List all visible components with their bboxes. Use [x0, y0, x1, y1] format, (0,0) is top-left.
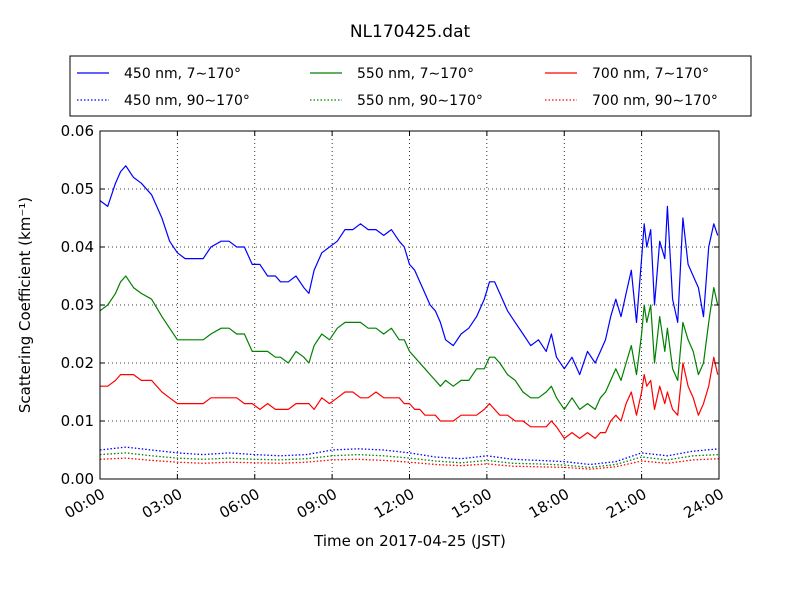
- legend-label: 700 nm, 90∼170°: [592, 93, 718, 109]
- series-group: [99, 165, 720, 470]
- y-tick-label: 0.05: [61, 180, 94, 198]
- x-tick-label: 21:00: [603, 485, 649, 522]
- x-tick-label: 24:00: [681, 485, 727, 522]
- legend-label: 450 nm, 7∼170°: [124, 66, 241, 82]
- x-tick-label: 09:00: [294, 485, 340, 522]
- chart-title: NL170425.dat: [350, 22, 471, 42]
- x-tick-label: 12:00: [371, 485, 417, 522]
- legend-label: 550 nm, 90∼170°: [357, 93, 483, 109]
- x-tick-label: 15:00: [448, 485, 494, 522]
- y-tick-label: 0.04: [61, 238, 94, 256]
- y-tick-label: 0.00: [61, 470, 94, 488]
- legend-label: 550 nm, 7∼170°: [357, 66, 474, 82]
- legend-box: [69, 55, 752, 117]
- series-line: [100, 356, 719, 439]
- y-tick-label: 0.03: [61, 296, 94, 314]
- series-line: [99, 446, 720, 466]
- x-tick-label: 00:00: [62, 485, 108, 522]
- series-line: [99, 275, 719, 410]
- legend: 450 nm, 7∼170° 450 nm, 90∼170° 550 nm, 7∼1…: [69, 55, 752, 117]
- series-line: [99, 165, 719, 376]
- x-tick-label: 18:00: [526, 485, 572, 522]
- legend-label: 700 nm, 7∼170°: [592, 66, 709, 82]
- y-axis-label: Scattering Coefficient (km⁻¹): [16, 197, 34, 413]
- x-axis-label: Time on 2017-04-25 (JST): [313, 532, 506, 550]
- y-tick-label: 0.01: [61, 412, 94, 430]
- legend-label: 450 nm, 90∼170°: [124, 93, 250, 109]
- x-tick-label: 06:00: [216, 485, 262, 522]
- ticks: 00:00 03:00 06:00 09:00 12:00 15:00 18:00 21:00…: [61, 122, 727, 522]
- y-tick-label: 0.02: [61, 354, 94, 372]
- grid: [100, 131, 719, 479]
- y-tick-label: 0.06: [61, 122, 94, 140]
- x-tick-label: 03:00: [139, 485, 185, 522]
